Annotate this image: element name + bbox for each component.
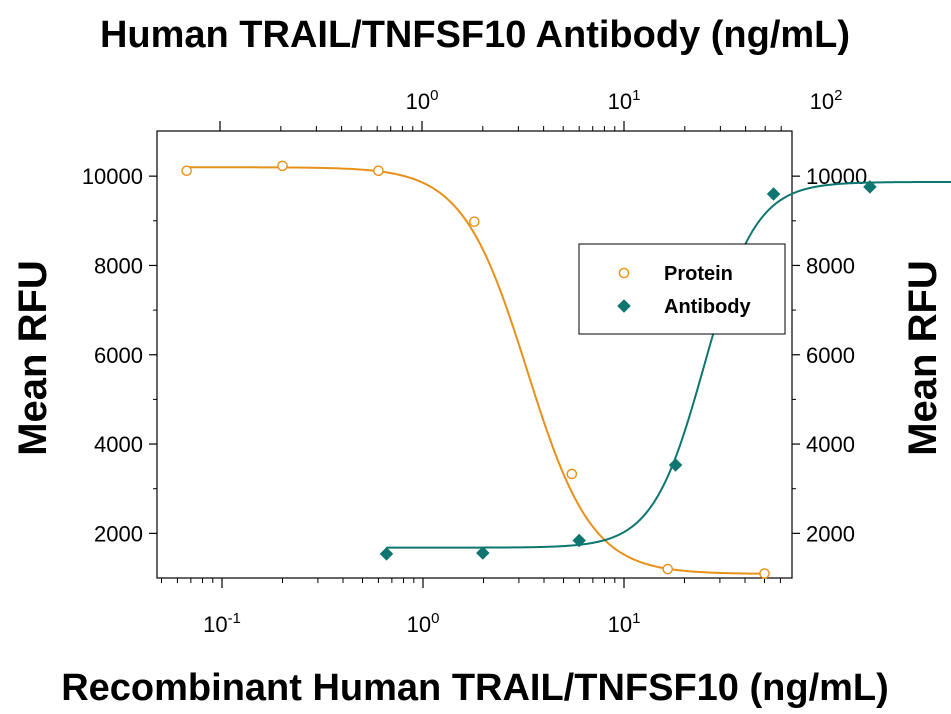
tick-labels: 2000 2000 4000 4000 6000 6000 8000 8000 10000 100… [82,87,867,637]
top-tick-label: 101 [608,87,641,114]
legend-label-antibody: Antibody [664,296,752,318]
legend-box [578,243,786,335]
fit-curve-antibody [386,180,951,549]
x-tick-label: 100 [407,610,440,637]
data-points [181,160,877,579]
y-left-tick-label: 10000 [82,164,143,189]
protein-point [469,216,480,227]
y-left-tick-label: 8000 [94,253,143,278]
antibody-point [476,546,490,560]
protein-point [277,160,288,172]
antibody-point [766,187,781,201]
protein-point [759,568,770,579]
y-left-tick-label: 2000 [94,521,143,546]
legend-marker-antibody [617,299,631,313]
y-right-tick-label: 6000 [806,343,855,368]
top-tick-label: 102 [810,87,843,114]
protein-point [373,165,384,177]
antibody-point [863,180,877,194]
protein-point [566,468,578,480]
y-left-tick-label: 4000 [94,432,143,457]
y-right-tick-label: 8000 [806,253,855,278]
x-axis-title: Recombinant Human TRAIL/TNFSF10 (ng/mL) [61,667,889,709]
y-left-tick-label: 6000 [94,343,143,368]
chart-title: Human TRAIL/TNFSF10 Antibody (ng/mL) [100,14,850,56]
legend-items: Protein Antibody [617,263,752,318]
legend: Protein Antibody [578,243,786,335]
fit-curve-protein [186,166,765,575]
antibody-point [668,458,683,472]
top-tick-label: 100 [406,87,439,114]
antibody-point [572,533,586,548]
y-right-tick-label: 2000 [806,521,855,546]
y-right-tick-label: 4000 [806,432,855,457]
protein-point [662,563,674,575]
antibody-point [379,547,394,561]
plot-frame [156,130,793,579]
y-axis-title-right: Mean RFU [901,260,945,456]
y-right-tick-label: 10000 [806,164,867,189]
y-axis-title-left: Mean RFU [11,260,55,456]
legend-marker-protein [618,267,630,279]
x-tick-label: 10-1 [203,610,241,637]
legend-label-protein: Protein [664,263,733,285]
x-tick-label: 101 [608,610,641,637]
fit-curves [186,166,951,575]
protein-point [181,165,192,177]
axis-ticks [149,121,800,588]
